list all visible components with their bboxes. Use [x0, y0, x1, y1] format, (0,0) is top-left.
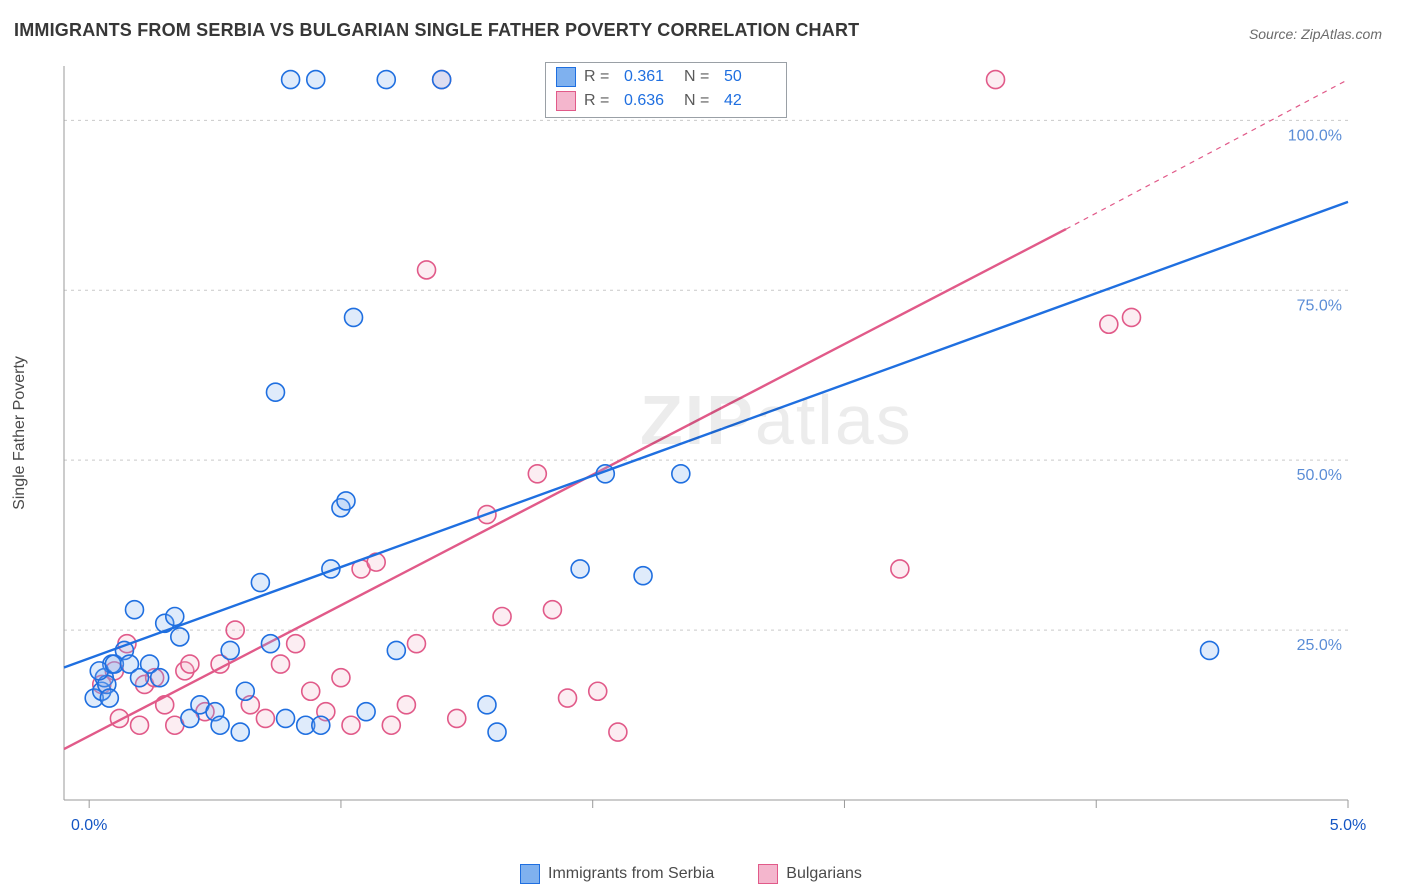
- chart-container: IMMIGRANTS FROM SERBIA VS BULGARIAN SING…: [0, 0, 1406, 892]
- r-label: R =: [584, 89, 616, 113]
- series-label-bulgaria: Bulgarians: [786, 865, 862, 883]
- scatter-plot-svg: 0.0%5.0%25.0%50.0%75.0%100.0%Single Fath…: [48, 60, 1368, 840]
- n-label: N =: [684, 65, 716, 89]
- r-value-serbia: 0.361: [624, 65, 676, 89]
- legend-item-serbia: Immigrants from Serbia: [520, 864, 714, 884]
- plot-area: 0.0%5.0%25.0%50.0%75.0%100.0%Single Fath…: [48, 60, 1368, 840]
- svg-text:Single Father Poverty: Single Father Poverty: [11, 356, 28, 510]
- correlation-legend: R = 0.361 N = 50 R = 0.636 N = 42: [545, 62, 787, 118]
- series-legend: Immigrants from Serbia Bulgarians: [520, 864, 862, 884]
- source-attribution: Source: ZipAtlas.com: [1249, 26, 1382, 42]
- svg-text:25.0%: 25.0%: [1297, 637, 1342, 654]
- r-value-bulgaria: 0.636: [624, 89, 676, 113]
- swatch-bulgaria: [556, 91, 576, 111]
- swatch-serbia: [556, 67, 576, 87]
- n-value-serbia: 50: [724, 65, 776, 89]
- svg-text:75.0%: 75.0%: [1297, 297, 1342, 314]
- legend-row-bulgaria: R = 0.636 N = 42: [556, 89, 776, 113]
- r-label: R =: [584, 65, 616, 89]
- n-value-bulgaria: 42: [724, 89, 776, 113]
- svg-text:100.0%: 100.0%: [1288, 127, 1342, 144]
- swatch-bulgaria: [758, 864, 778, 884]
- svg-text:5.0%: 5.0%: [1330, 817, 1366, 834]
- chart-title: IMMIGRANTS FROM SERBIA VS BULGARIAN SING…: [14, 20, 859, 41]
- series-label-serbia: Immigrants from Serbia: [548, 865, 714, 883]
- svg-text:50.0%: 50.0%: [1297, 467, 1342, 484]
- legend-row-serbia: R = 0.361 N = 50: [556, 65, 776, 89]
- svg-text:0.0%: 0.0%: [71, 817, 107, 834]
- n-label: N =: [684, 89, 716, 113]
- swatch-serbia: [520, 864, 540, 884]
- legend-item-bulgaria: Bulgarians: [758, 864, 862, 884]
